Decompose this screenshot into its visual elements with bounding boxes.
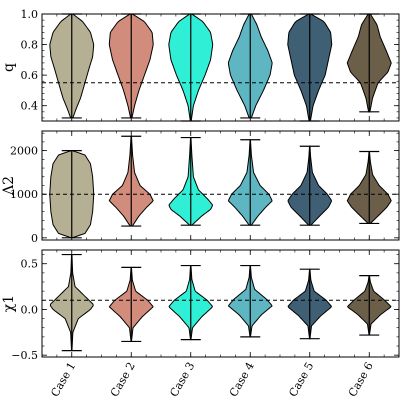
ytick-label: 1000 bbox=[10, 188, 38, 201]
category-labels: Case 1 Case 2 Case 3 Case 4 Case 5 Case 6 bbox=[48, 360, 376, 399]
panel-frame bbox=[41, 249, 400, 358]
panels: 0.4 0.6 0.8 1.0 q 0 1000 2000 Λ2 −0.5 0.0 0.5 χ1 bbox=[1, 8, 400, 362]
ytick-label: 0 bbox=[31, 232, 38, 245]
category-label: Case 4 bbox=[227, 360, 257, 399]
ytick-label: 1.0 bbox=[21, 8, 39, 21]
ylabel: χ1 bbox=[1, 295, 17, 312]
panel-1: 0.4 0.6 0.8 1.0 q bbox=[1, 8, 400, 122]
panel-frame bbox=[41, 130, 400, 241]
panel-frame bbox=[41, 13, 400, 122]
ylabel: Λ2 bbox=[1, 176, 17, 196]
category-label: Case 6 bbox=[346, 360, 376, 399]
category-label: Case 3 bbox=[167, 360, 197, 399]
ytick-label: 0.8 bbox=[21, 39, 39, 52]
ytick-label: 0.5 bbox=[21, 258, 39, 271]
panel-3: −0.5 0.0 0.5 χ1 bbox=[1, 249, 400, 362]
category-label: Case 5 bbox=[286, 360, 316, 399]
ytick-label: 0.6 bbox=[21, 69, 39, 82]
ytick-label: −0.5 bbox=[11, 349, 38, 362]
ytick-label: 0.0 bbox=[21, 303, 39, 316]
ytick-label: 2000 bbox=[10, 145, 38, 158]
ylabel: q bbox=[1, 63, 17, 72]
category-label: Case 2 bbox=[108, 360, 138, 399]
category-label: Case 1 bbox=[48, 360, 78, 399]
ytick-label: 0.4 bbox=[21, 100, 39, 113]
panel-2: 0 1000 2000 Λ2 bbox=[1, 130, 400, 245]
